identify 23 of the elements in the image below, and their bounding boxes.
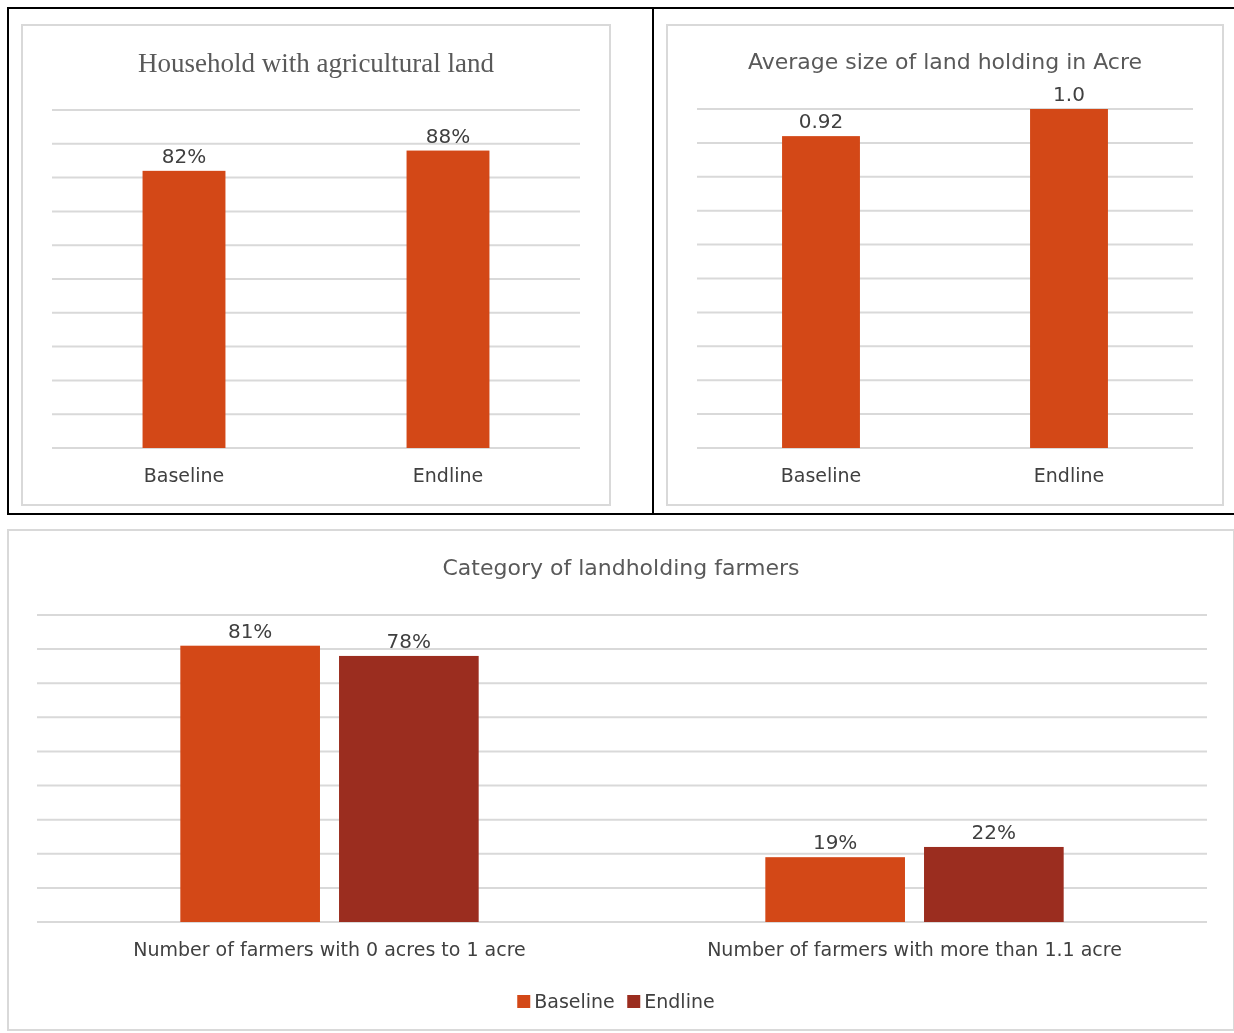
x-tick-label: Baseline (780, 464, 862, 486)
chart-title: Category of landholding farmers (442, 555, 800, 580)
legend-label: Baseline (534, 990, 615, 1012)
data-label: 88% (425, 123, 471, 148)
bar (924, 846, 1064, 922)
x-tick-label: Endline (412, 464, 484, 486)
bar (765, 857, 905, 922)
chart-title: Household with agricultural land (137, 48, 495, 78)
x-tick-label: Number of farmers with 0 acres to 1 acre (133, 938, 526, 960)
x-tick-label: Number of farmers with more than 1.1 acre (707, 938, 1122, 960)
data-label: 0.92 (798, 109, 844, 134)
data-label: 81% (227, 618, 273, 643)
data-label: 19% (812, 830, 858, 855)
x-tick-label: Endline (1033, 464, 1105, 486)
x-tick-label: Baseline (143, 464, 225, 486)
bar (339, 655, 479, 922)
data-label: 1.0 (1053, 82, 1085, 106)
data-label: 22% (971, 819, 1017, 844)
data-label: 82% (161, 143, 207, 168)
bar (180, 645, 320, 922)
legend-label: Endline (644, 990, 715, 1012)
chart-title: Average size of land holding in Acre (747, 49, 1143, 74)
data-label: 78% (386, 628, 432, 653)
